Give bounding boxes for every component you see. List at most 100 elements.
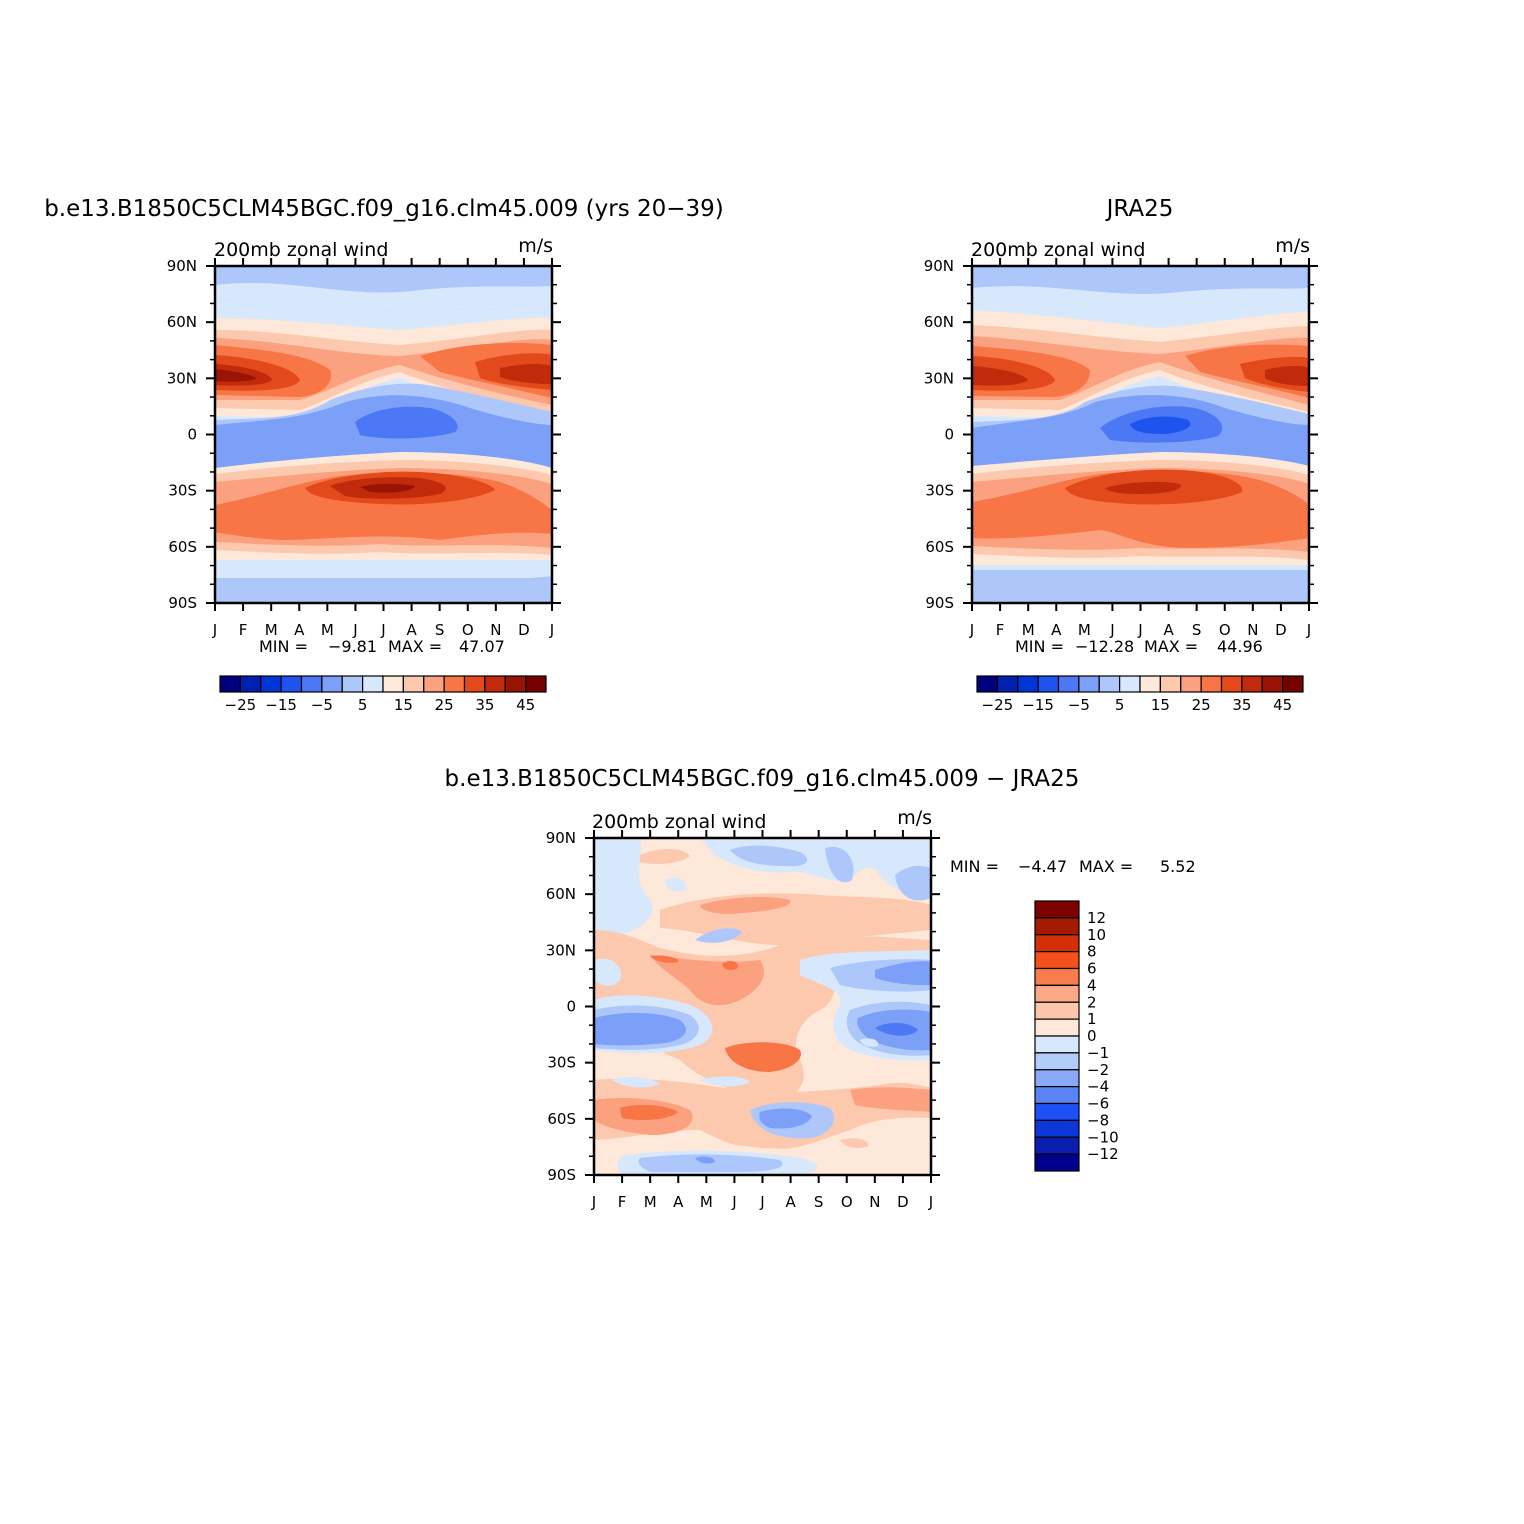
panel-obs-plot-area xyxy=(972,266,1309,603)
panel-model-left-label: 200mb zonal wind xyxy=(214,239,388,261)
colorbar-swatch xyxy=(1180,675,1202,693)
y-tick-label: 30N xyxy=(546,941,576,959)
colorbar-swatch xyxy=(1261,675,1284,693)
panel-obs-colorbar: −25 −15 −5 5 15 25 35 45 xyxy=(976,675,1304,714)
panel-diff-right-label: m/s xyxy=(897,807,932,829)
colorbar-tick-label: 25 xyxy=(1192,696,1211,714)
colorbar-swatch xyxy=(484,675,506,693)
y-tick-label: 90S xyxy=(925,594,954,612)
colorbar-tick-label: 10 xyxy=(1087,926,1106,944)
panel-model-title: b.e13.B1850C5CLM45BGC.f09_g16.clm45.009 … xyxy=(44,196,724,222)
x-tick-label: S xyxy=(1192,621,1202,639)
y-tick-label: 90N xyxy=(546,829,576,847)
colorbar-swatch xyxy=(300,675,323,693)
x-tick-label: J xyxy=(759,1193,764,1211)
colorbar-swatch xyxy=(1037,675,1060,693)
colorbar-swatch xyxy=(1034,1052,1080,1071)
y-tick-label: 60N xyxy=(924,313,954,331)
panel-diff-min-value: −4.47 xyxy=(1018,857,1067,876)
colorbar-swatch xyxy=(1034,951,1080,970)
colorbar-swatch xyxy=(260,675,282,693)
y-tick-label: 60S xyxy=(925,538,954,556)
colorbar-tick-label: −10 xyxy=(1087,1128,1119,1146)
panel-diff-title: b.e13.B1850C5CLM45BGC.f09_g16.clm45.009 … xyxy=(445,766,1080,792)
colorbar-tick-label: 25 xyxy=(435,696,454,714)
panel-diff-max-label: MAX = xyxy=(1079,857,1133,876)
colorbar-tick-label: −5 xyxy=(311,696,333,714)
y-tick-label: 60S xyxy=(168,538,197,556)
colorbar-tick-label: −8 xyxy=(1087,1111,1109,1129)
y-tick-label: 90N xyxy=(924,257,954,275)
x-tick-label: J xyxy=(212,621,217,639)
colorbar-swatch xyxy=(1034,984,1080,1003)
y-tick-label: 90S xyxy=(547,1166,576,1184)
y-tick-label: 0 xyxy=(187,426,197,444)
panel-model-right-label: m/s xyxy=(518,235,553,257)
y-tick-label: 0 xyxy=(566,998,576,1016)
colorbar-swatch xyxy=(1034,917,1080,936)
colorbar-swatch xyxy=(1034,1102,1080,1121)
colorbar-tick-label: −12 xyxy=(1087,1145,1119,1163)
colorbar-tick-label: 15 xyxy=(394,696,413,714)
colorbar-tick-label: −5 xyxy=(1068,696,1090,714)
panel-obs-max-value: 44.96 xyxy=(1217,637,1263,656)
colorbar-swatch xyxy=(1034,1069,1080,1088)
y-tick-label: 30S xyxy=(925,482,954,500)
colorbar-tick-label: 45 xyxy=(1273,696,1292,714)
y-tick-label: 60S xyxy=(547,1110,576,1128)
x-tick-label: J xyxy=(731,1193,736,1211)
panel-diff-left-label: 200mb zonal wind xyxy=(592,811,766,833)
x-tick-label: S xyxy=(814,1193,824,1211)
panel-obs-min-value: −12.28 xyxy=(1075,637,1134,656)
x-tick-label: A xyxy=(406,621,417,639)
x-tick-label: J xyxy=(1137,621,1142,639)
colorbar-swatch xyxy=(504,675,527,693)
colorbar-swatch xyxy=(1034,1153,1080,1172)
colorbar-swatch xyxy=(1220,675,1243,693)
colorbar-swatch xyxy=(463,675,486,693)
panel-obs-title: JRA25 xyxy=(1105,196,1174,222)
x-tick-label: M xyxy=(321,621,334,639)
x-tick-label: J xyxy=(591,1193,596,1211)
colorbar-swatch xyxy=(1034,1035,1080,1054)
x-tick-label: O xyxy=(1219,621,1231,639)
x-tick-label: F xyxy=(996,621,1005,639)
colorbar-tick-label: −2 xyxy=(1087,1061,1109,1079)
colorbar-tick-label: 35 xyxy=(475,696,494,714)
colorbar-swatch xyxy=(1098,675,1121,693)
colorbar-swatch xyxy=(525,675,547,693)
x-tick-label: D xyxy=(1275,621,1287,639)
panel-model-max-label: MAX = xyxy=(388,637,442,656)
x-tick-label: F xyxy=(239,621,248,639)
x-tick-label: D xyxy=(518,621,530,639)
colorbar-tick-label: 45 xyxy=(516,696,535,714)
y-tick-label: 30N xyxy=(924,369,954,387)
colorbar-tick-label: −4 xyxy=(1087,1078,1109,1096)
colorbar-tick-label: −25 xyxy=(982,696,1014,714)
x-tick-label: J xyxy=(1306,621,1311,639)
colorbar-swatch xyxy=(1017,675,1039,693)
colorbar-tick-label: −6 xyxy=(1087,1095,1109,1113)
panel-obs-left-label: 200mb zonal wind xyxy=(971,239,1145,261)
y-tick-label: 60N xyxy=(167,313,197,331)
colorbar-swatch xyxy=(1078,675,1100,693)
colorbar-swatch xyxy=(219,675,241,693)
x-tick-label: D xyxy=(897,1193,909,1211)
colorbar-tick-label: −1 xyxy=(1087,1044,1109,1062)
colorbar-swatch xyxy=(1034,1119,1080,1138)
panel-obs-max-label: MAX = xyxy=(1144,637,1198,656)
colorbar-swatch xyxy=(341,675,364,693)
x-tick-label: J xyxy=(549,621,554,639)
colorbar-swatch xyxy=(423,675,445,693)
colorbar-tick-label: 1 xyxy=(1087,1010,1097,1028)
panel-obs: JRA25 200mb zonal wind m/s xyxy=(924,196,1318,714)
y-tick-label: 90S xyxy=(168,594,197,612)
colorbar-swatch xyxy=(1034,1136,1080,1155)
panel-obs-min-label: MIN = xyxy=(1015,637,1064,656)
x-tick-label: M xyxy=(644,1193,657,1211)
x-tick-label: J xyxy=(969,621,974,639)
colorbar-tick-label: 15 xyxy=(1151,696,1170,714)
